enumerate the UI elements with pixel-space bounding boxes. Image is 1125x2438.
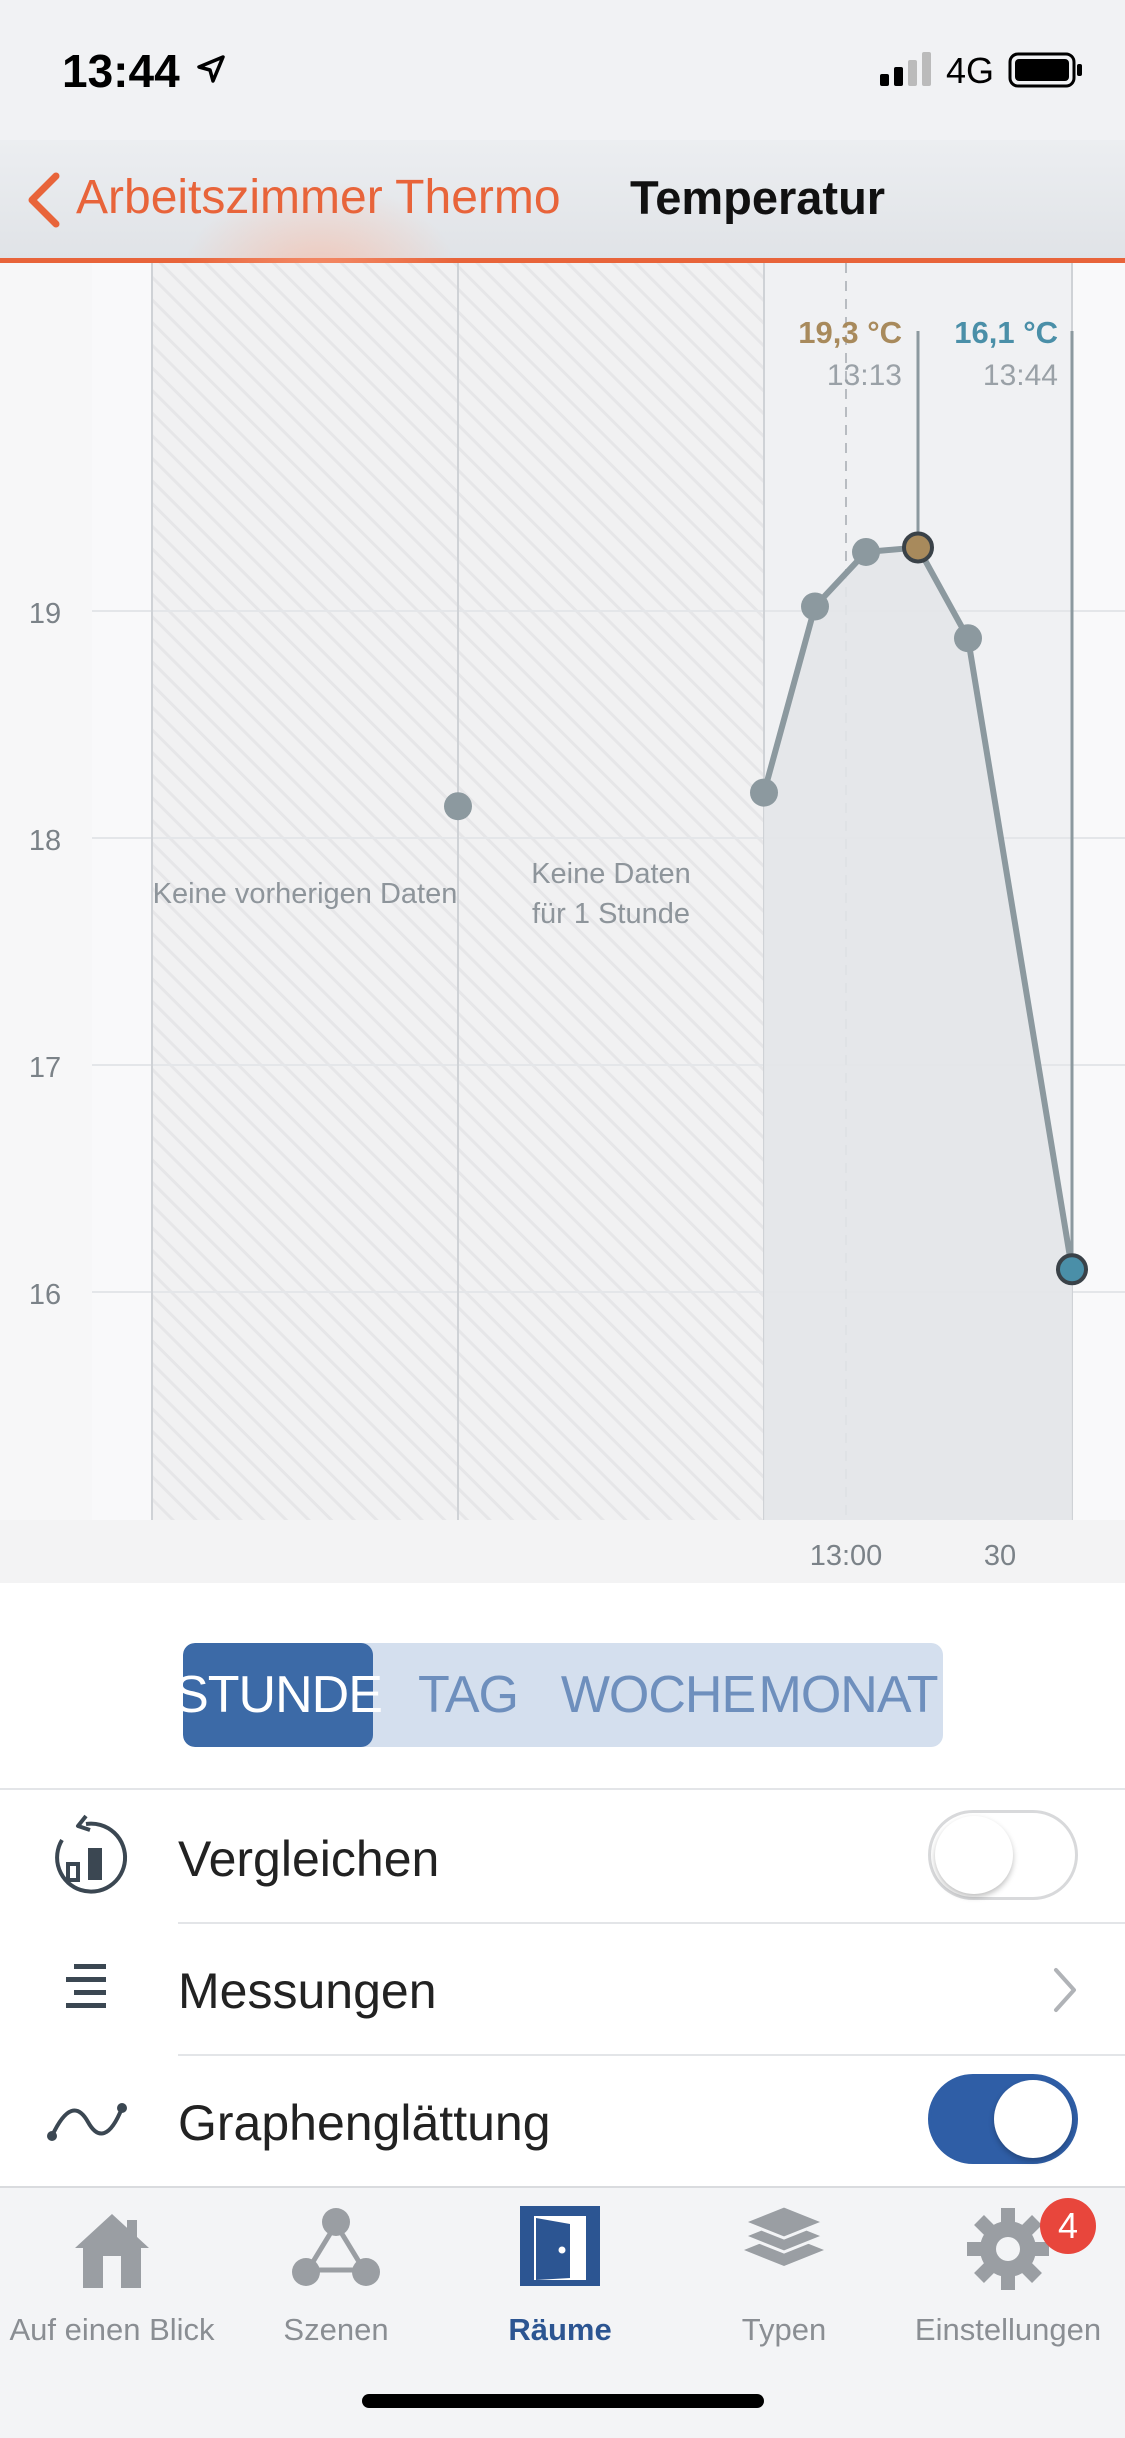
battery-icon [1008, 52, 1082, 88]
data-point [444, 792, 472, 821]
tab-label: Typen [741, 2312, 827, 2347]
list-lines-icon [66, 1964, 106, 2008]
compare-label: Vergleichen [178, 1831, 440, 1887]
x-tick-label: 13:00 [810, 1540, 883, 1572]
series-points [444, 531, 1088, 1286]
tab-types[interactable]: Typen [672, 2204, 896, 2364]
marker-time-label: 13:44 [983, 359, 1058, 392]
smoothing-label: Graphenglättung [178, 2095, 551, 2151]
smoothing-curve-icon [47, 2103, 127, 2141]
y-tick-label: 16 [29, 1279, 61, 1311]
chart-svg: 16 17 18 19 19,3 °C 13:13 16,1 °C 13:44 Keine … [0, 263, 1125, 1583]
series-area [764, 547, 1072, 1520]
compare-icon [55, 1814, 128, 1894]
y-tick-label: 19 [29, 598, 61, 630]
y-tick-label: 18 [29, 825, 61, 857]
marker-value-label: 16,1 °C [954, 315, 1058, 350]
smoothing-toggle[interactable] [928, 2074, 1078, 2164]
data-point [801, 592, 829, 621]
segment-hour[interactable]: STUNDE [183, 1643, 383, 1747]
status-time: 13:44 [62, 45, 180, 97]
tab-label: Auf einen Blick [9, 2312, 215, 2347]
data-point [1056, 1253, 1088, 1286]
marker-time-label: 13:13 [827, 359, 902, 392]
tab-settings[interactable]: Einstellungen [896, 2204, 1120, 2364]
x-axis-band [0, 1520, 1125, 1583]
no-data-region [458, 263, 764, 1520]
location-arrow-icon [197, 55, 225, 83]
segment-day[interactable]: TAG [417, 1666, 519, 1724]
door-icon [520, 2206, 600, 2286]
back-chevron-icon[interactable] [24, 170, 64, 230]
gear-icon [967, 2208, 1049, 2290]
layers-icon [739, 2204, 829, 2266]
house-icon [75, 2214, 149, 2288]
data-point [902, 531, 934, 564]
notification-badge: 4 [1040, 2198, 1096, 2254]
tab-label: Räume [508, 2312, 612, 2347]
series-line [761, 544, 1075, 1270]
segment-month[interactable]: MONAT [758, 1666, 939, 1724]
no-data-label-line2: für 1 Stunde [532, 898, 690, 930]
status-bar: 13:44 4G [0, 0, 1125, 140]
no-previous-data-label: Keine vorherigen Daten [153, 878, 458, 910]
data-point [954, 624, 982, 653]
data-point [852, 537, 880, 566]
temperature-chart[interactable]: 16 17 18 19 19,3 °C 13:13 16,1 °C 13:44 Keine … [0, 263, 1125, 1583]
data-point [750, 778, 778, 807]
tab-scenes[interactable]: Szenen [224, 2204, 448, 2364]
smoothing-row: Graphenglättung [0, 2056, 1125, 2188]
tab-label: Einstellungen [914, 2312, 1102, 2347]
segment-week[interactable]: WOCHE [560, 1666, 756, 1724]
no-data-label-line1: Keine Daten [531, 858, 691, 890]
range-segmented-control: STUNDE TAG WOCHE MONAT [183, 1643, 943, 1747]
marker-value-label: 19,3 °C [798, 315, 902, 350]
divider [178, 1922, 1125, 1924]
measurements-row[interactable]: Messungen [0, 1924, 1125, 2056]
y-tick-labels: 16 17 18 19 [29, 598, 61, 1311]
chevron-right-icon [1054, 1968, 1076, 2012]
tab-at-a-glance[interactable]: Auf einen Blick [0, 2204, 224, 2364]
divider [178, 2054, 1125, 2056]
no-previous-data-region [152, 263, 458, 1520]
measurements-label: Messungen [178, 1963, 437, 2019]
y-tick-label: 17 [29, 1052, 61, 1084]
tab-rooms[interactable]: Räume [448, 2204, 672, 2364]
divider [0, 1788, 1125, 1790]
home-indicator [362, 2394, 764, 2408]
signal-icon [880, 52, 931, 86]
page-title: Temperatur [630, 171, 886, 224]
compare-row: Vergleichen [0, 1792, 1125, 1924]
x-tick-labels: 13:00 30 [810, 1540, 1016, 1572]
scenes-icon [292, 2208, 380, 2286]
toggle-knob [935, 1816, 1013, 1894]
network-type: 4G [946, 50, 995, 91]
nav-bar: Arbeitszimmer Thermo Temperatur [0, 140, 1125, 380]
compare-toggle[interactable] [928, 1810, 1078, 1900]
back-button[interactable]: Arbeitszimmer Thermo [76, 171, 561, 224]
x-tick-label: 30 [984, 1540, 1016, 1572]
toggle-knob [994, 2080, 1072, 2158]
marker-labels: 19,3 °C 13:13 16,1 °C 13:44 [798, 315, 1058, 392]
tab-label: Szenen [283, 2312, 389, 2347]
